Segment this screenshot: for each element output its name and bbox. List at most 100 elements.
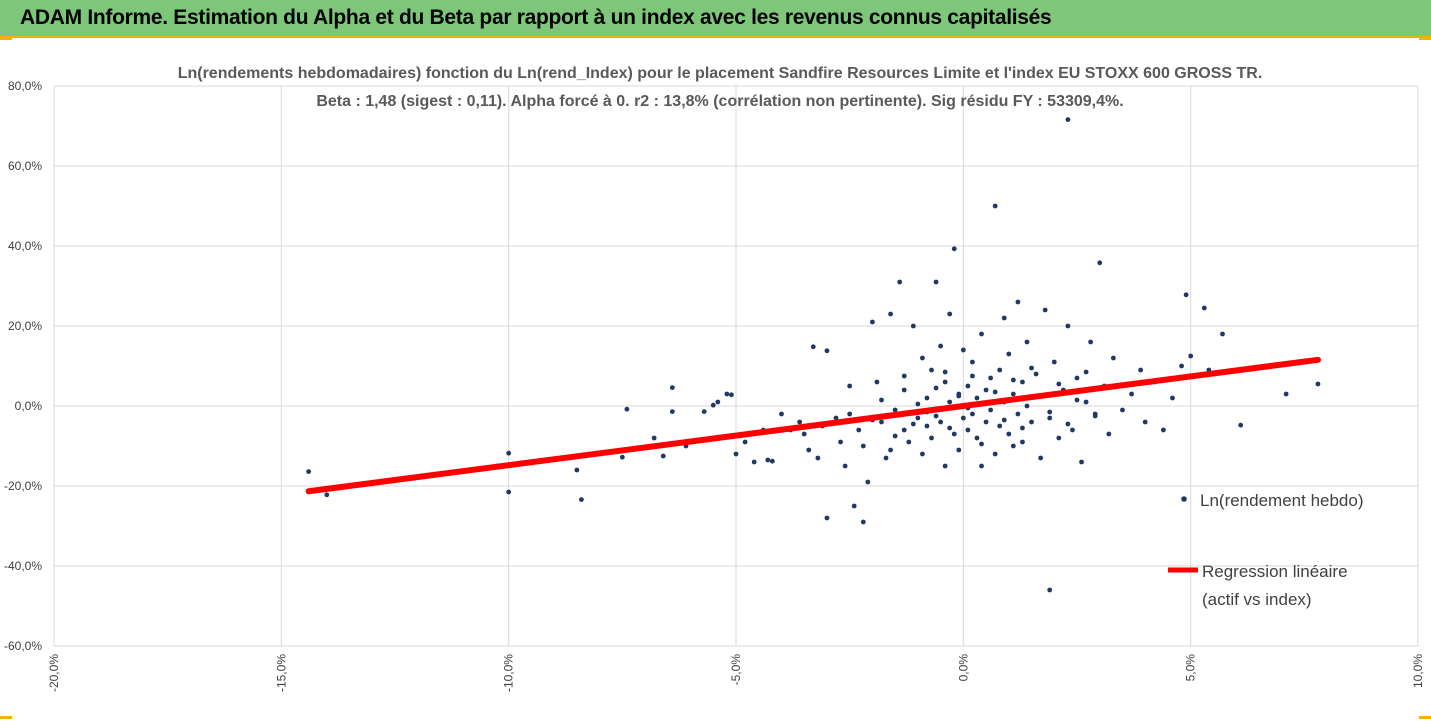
data-point <box>1065 323 1071 329</box>
data-point <box>879 419 884 425</box>
data-point <box>660 453 666 459</box>
data-point <box>1083 369 1089 375</box>
data-point <box>701 409 707 414</box>
data-point <box>892 433 898 439</box>
x-tick-label: -20,0% <box>47 654 61 692</box>
data-point <box>806 447 812 453</box>
data-point <box>797 419 803 425</box>
data-point <box>1024 339 1030 345</box>
data-point <box>879 397 884 403</box>
data-point <box>833 415 839 421</box>
data-point <box>729 392 734 398</box>
data-point <box>1188 353 1194 359</box>
data-point <box>979 441 984 447</box>
data-point <box>324 492 330 498</box>
data-point <box>751 459 757 465</box>
data-point <box>942 379 948 385</box>
data-point <box>892 407 898 413</box>
data-point <box>669 409 675 414</box>
data-point <box>992 451 998 457</box>
data-point <box>920 355 925 361</box>
data-point <box>933 385 939 391</box>
data-point <box>1001 315 1007 321</box>
data-point <box>306 469 312 474</box>
data-point <box>1038 455 1044 461</box>
data-point <box>1074 375 1080 381</box>
data-point <box>1006 351 1012 357</box>
data-point <box>933 279 939 285</box>
data-point <box>619 454 625 460</box>
data-point <box>1201 305 1207 311</box>
data-point <box>956 447 962 453</box>
data-point <box>970 411 975 417</box>
data-point <box>965 383 971 389</box>
chart-subtitle: Beta : 1,48 (sigest : 0,11). Alpha forcé… <box>316 93 1123 110</box>
data-point <box>951 431 957 437</box>
data-point <box>1051 359 1057 365</box>
data-point <box>1001 417 1007 423</box>
data-point <box>960 347 966 353</box>
corner-accent <box>1419 37 1431 40</box>
data-point <box>1047 415 1053 421</box>
data-point <box>1047 587 1053 593</box>
data-point <box>1024 403 1030 409</box>
y-tick-label: 60,0% <box>8 159 42 173</box>
data-point <box>1065 421 1071 427</box>
data-point <box>915 415 921 421</box>
data-point <box>979 331 984 337</box>
regression-line <box>305 356 1321 495</box>
data-point <box>1142 419 1148 425</box>
corner-accent <box>0 716 12 719</box>
data-point <box>988 407 994 413</box>
y-tick-label: 0,0% <box>15 399 43 413</box>
data-point <box>947 399 953 405</box>
y-tick-label: -20,0% <box>4 479 42 493</box>
data-point <box>1056 381 1062 387</box>
data-point <box>883 455 889 461</box>
data-point <box>1070 427 1075 433</box>
data-point <box>1283 391 1289 397</box>
chart-titles: Ln(rendements hebdomadaires) fonction du… <box>178 65 1263 110</box>
data-point <box>956 393 962 399</box>
data-point <box>951 246 957 252</box>
data-point <box>1179 363 1184 369</box>
data-point <box>1010 443 1016 449</box>
data-point <box>1056 435 1062 441</box>
y-tick-label: -60,0% <box>4 639 42 653</box>
report-title: ADAM Informe. Estimation du Alpha et du … <box>20 6 1052 29</box>
data-point <box>947 425 953 431</box>
data-point <box>1010 391 1016 397</box>
data-point <box>724 391 730 397</box>
data-point <box>1033 371 1039 377</box>
data-point <box>1238 422 1244 428</box>
data-point <box>1006 431 1012 437</box>
legend-point-marker <box>1181 496 1187 502</box>
data-point <box>1097 260 1103 266</box>
grid-lines <box>53 85 1419 647</box>
data-point <box>992 203 998 209</box>
legend: Ln(rendement hebdo) Regression linéaire … <box>1168 491 1364 609</box>
data-point <box>960 415 966 421</box>
data-point <box>847 383 853 389</box>
data-point <box>1042 307 1048 313</box>
data-point <box>824 515 830 521</box>
data-point <box>860 443 866 449</box>
data-point <box>851 503 857 509</box>
data-point <box>992 389 998 395</box>
legend-label-regression: Regression linéaire (actif vs index) <box>1202 562 1352 609</box>
data-point <box>1029 365 1034 371</box>
data-point <box>865 479 871 485</box>
data-point <box>938 419 943 425</box>
data-point <box>1015 411 1021 417</box>
data-point <box>974 395 980 401</box>
regression-line-path <box>305 356 1321 495</box>
legend-label-regression-line2: (actif vs index) <box>1202 590 1312 609</box>
data-point <box>979 463 984 469</box>
data-point <box>1106 431 1112 437</box>
data-point <box>733 451 739 457</box>
data-point <box>1065 117 1071 122</box>
data-point <box>933 413 939 419</box>
data-point <box>997 423 1003 429</box>
data-point <box>1092 413 1098 419</box>
